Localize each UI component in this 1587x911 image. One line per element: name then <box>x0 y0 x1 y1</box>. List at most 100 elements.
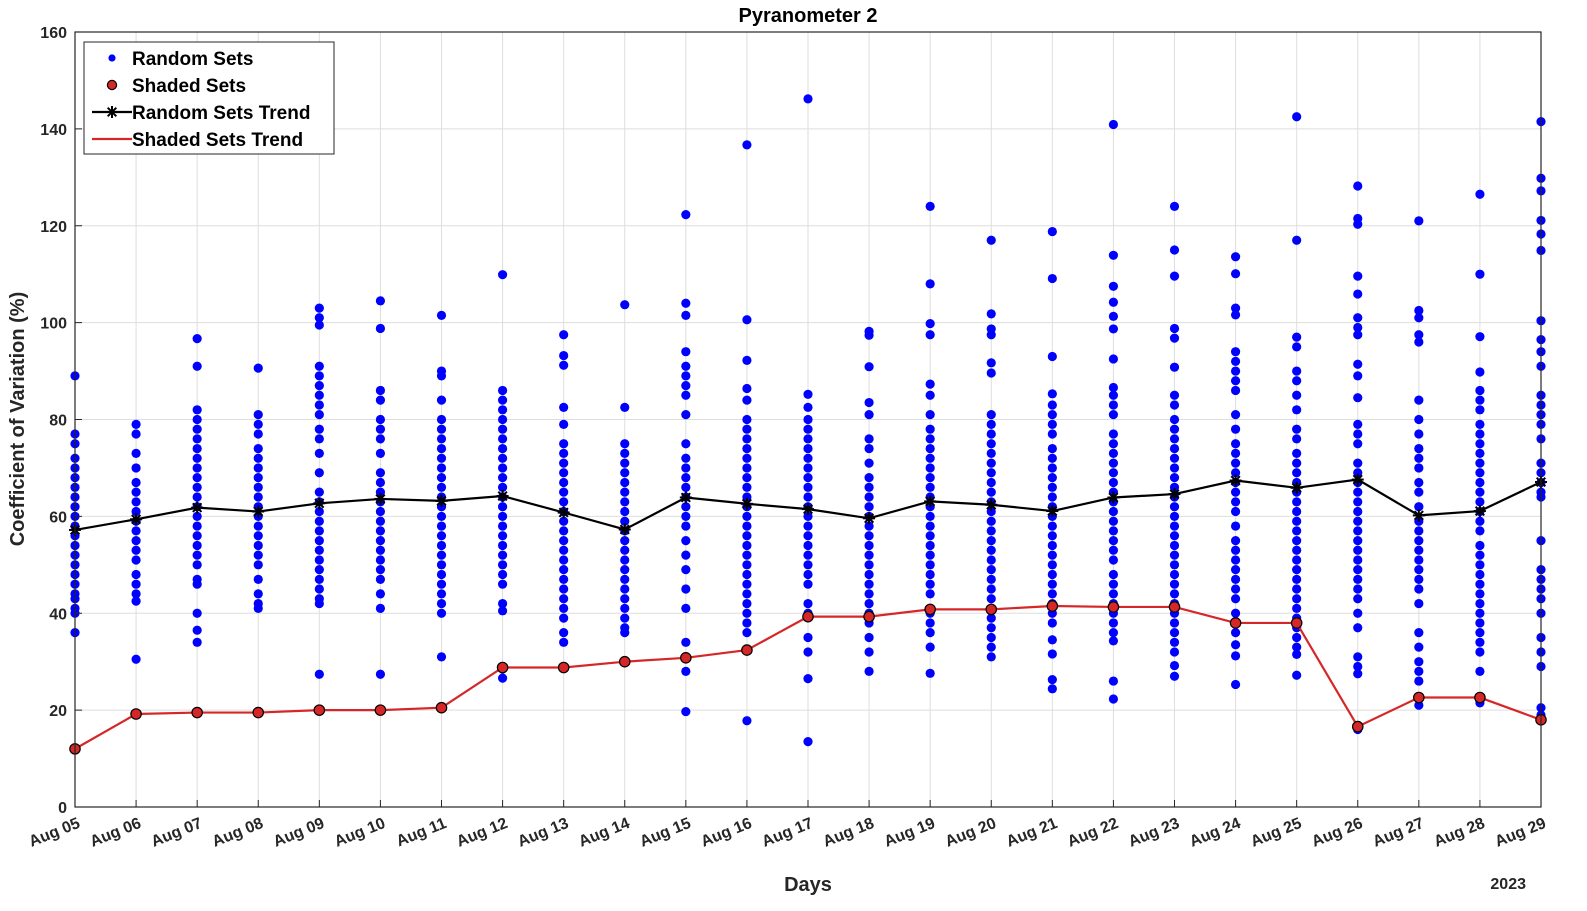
random-point <box>681 410 691 420</box>
random-point <box>1169 245 1180 255</box>
random-point <box>314 574 324 584</box>
random-point <box>375 589 386 599</box>
y-axis-title: Coefficient of Variation (%) <box>7 292 29 546</box>
random-point <box>253 463 263 473</box>
random-point <box>803 402 813 412</box>
random-point <box>253 419 263 429</box>
random-point <box>559 458 569 468</box>
random-point <box>986 309 996 319</box>
random-point <box>1414 414 1424 425</box>
random-point <box>1292 526 1302 536</box>
random-point <box>1169 628 1180 638</box>
random-point <box>1353 330 1363 340</box>
y-tick-label: 0 <box>58 800 67 817</box>
legend: Random Sets Shaded Sets Random Sets Trend S… <box>83 41 335 155</box>
random-point <box>986 584 996 594</box>
random-point <box>497 385 508 396</box>
random-point <box>436 521 447 531</box>
random-point <box>1475 405 1485 415</box>
random-point <box>1169 531 1180 541</box>
random-point <box>742 453 752 463</box>
random-point <box>192 608 202 618</box>
random-point <box>559 584 569 594</box>
random-point <box>314 545 324 555</box>
random-point <box>803 482 813 492</box>
random-point <box>253 443 263 454</box>
random-point <box>681 565 691 575</box>
random-point <box>1169 637 1180 647</box>
random-point <box>742 628 752 638</box>
random-point <box>192 550 202 560</box>
random-point <box>925 550 935 560</box>
random-point <box>620 584 630 594</box>
random-point <box>131 654 141 664</box>
random-point <box>131 579 141 589</box>
random-point <box>131 477 141 488</box>
random-point <box>986 526 996 536</box>
random-point <box>1353 371 1363 381</box>
legend-label: Random Sets Trend <box>132 103 310 124</box>
random-point <box>986 632 996 643</box>
random-point <box>1230 679 1241 690</box>
random-point <box>681 210 691 220</box>
random-point <box>497 270 508 280</box>
random-point <box>1353 526 1363 536</box>
random-point <box>192 414 202 425</box>
random-point <box>620 594 630 604</box>
random-point <box>1169 414 1180 425</box>
random-point <box>803 531 813 541</box>
random-point <box>803 598 813 609</box>
random-trend-marker <box>1046 505 1059 518</box>
random-point <box>1047 351 1057 362</box>
random-point <box>436 608 447 618</box>
random-point <box>742 383 752 394</box>
random-point <box>986 516 996 526</box>
random-point <box>1169 660 1180 671</box>
random-point <box>1108 636 1119 646</box>
random-point <box>1353 219 1363 229</box>
random-point <box>436 395 447 405</box>
random-point <box>314 506 324 517</box>
random-point <box>497 606 508 616</box>
random-point <box>1047 635 1057 645</box>
random-point <box>864 569 874 580</box>
y-tick-label: 140 <box>40 122 67 139</box>
random-point <box>742 395 752 405</box>
random-point <box>620 458 630 468</box>
random-point <box>1292 506 1302 517</box>
random-point <box>192 625 202 635</box>
random-point <box>1169 443 1180 454</box>
random-point <box>864 502 874 512</box>
random-point <box>192 463 202 473</box>
random-point <box>803 94 813 104</box>
random-point <box>1169 424 1180 434</box>
random-point <box>1230 608 1241 618</box>
random-point <box>742 598 752 609</box>
random-point <box>436 531 447 541</box>
random-point <box>681 463 691 473</box>
y-tick-label: 40 <box>49 606 67 623</box>
random-point <box>986 487 996 497</box>
random-point <box>803 569 813 580</box>
random-point <box>1292 112 1302 122</box>
random-point <box>1475 560 1485 570</box>
random-point <box>1047 540 1057 551</box>
random-point <box>1047 463 1057 473</box>
random-point <box>253 550 263 560</box>
random-point <box>1108 569 1119 580</box>
random-point <box>1108 400 1119 410</box>
random-point <box>192 453 202 463</box>
random-point <box>1353 574 1363 584</box>
random-point <box>681 535 691 546</box>
random-point <box>1475 269 1485 279</box>
random-point <box>1169 482 1180 492</box>
random-point <box>1108 250 1119 260</box>
random-point <box>1047 675 1057 685</box>
random-point <box>1108 535 1119 546</box>
random-point <box>1047 419 1057 429</box>
random-point <box>986 458 996 468</box>
random-point <box>803 463 813 473</box>
random-point <box>559 565 569 575</box>
random-point <box>864 550 874 560</box>
